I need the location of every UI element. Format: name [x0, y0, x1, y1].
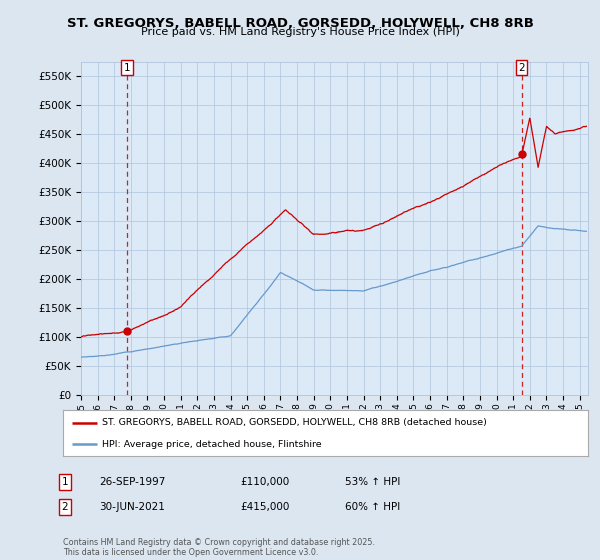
Text: 2: 2 [518, 63, 525, 73]
Text: Contains HM Land Registry data © Crown copyright and database right 2025.
This d: Contains HM Land Registry data © Crown c… [63, 538, 375, 557]
Text: HPI: Average price, detached house, Flintshire: HPI: Average price, detached house, Flin… [103, 440, 322, 449]
Text: 26-SEP-1997: 26-SEP-1997 [99, 477, 166, 487]
Text: £415,000: £415,000 [240, 502, 289, 512]
Text: ST. GREGORYS, BABELL ROAD, GORSEDD, HOLYWELL, CH8 8RB: ST. GREGORYS, BABELL ROAD, GORSEDD, HOLY… [67, 17, 533, 30]
Text: 2: 2 [61, 502, 68, 512]
Text: 53% ↑ HPI: 53% ↑ HPI [345, 477, 400, 487]
Text: ST. GREGORYS, BABELL ROAD, GORSEDD, HOLYWELL, CH8 8RB (detached house): ST. GREGORYS, BABELL ROAD, GORSEDD, HOLY… [103, 418, 487, 427]
Text: 60% ↑ HPI: 60% ↑ HPI [345, 502, 400, 512]
Text: 1: 1 [61, 477, 68, 487]
Text: 30-JUN-2021: 30-JUN-2021 [99, 502, 165, 512]
Text: £110,000: £110,000 [240, 477, 289, 487]
Text: 1: 1 [124, 63, 130, 73]
Text: Price paid vs. HM Land Registry's House Price Index (HPI): Price paid vs. HM Land Registry's House … [140, 27, 460, 37]
